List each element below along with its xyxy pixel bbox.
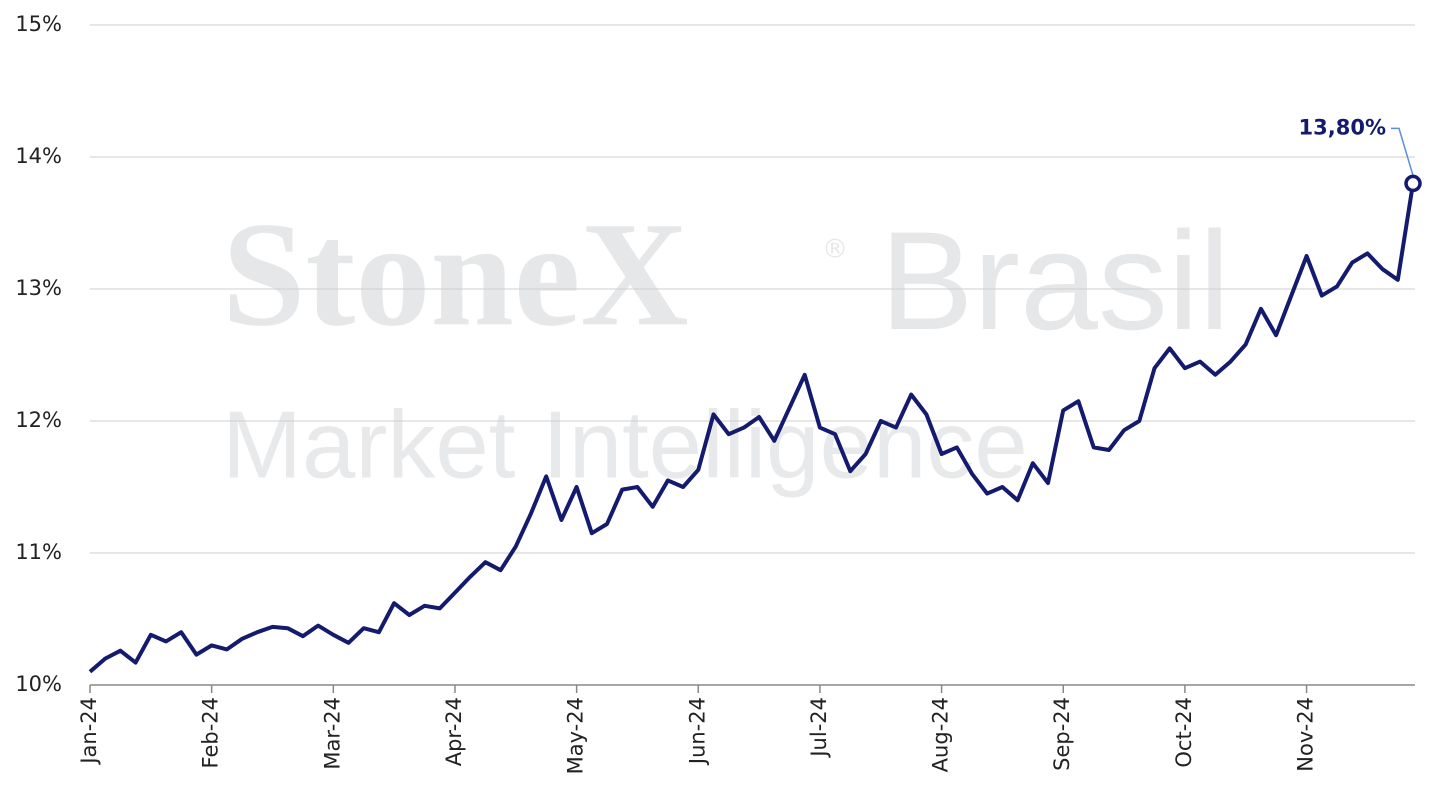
x-tick-label: Feb-24 bbox=[199, 697, 223, 768]
y-tick-label: 10% bbox=[15, 672, 62, 696]
value-label: 13,80% bbox=[1299, 115, 1386, 139]
watermark-brand: StoneX bbox=[222, 191, 689, 357]
x-tick-label: Apr-24 bbox=[442, 697, 466, 766]
x-tick-label: Jun-24 bbox=[685, 697, 709, 766]
x-tick-label: Oct-24 bbox=[1172, 697, 1196, 768]
x-tick-label: Jan-24 bbox=[77, 697, 101, 766]
line bbox=[88, 183, 1415, 674]
y-tick-label: 13% bbox=[15, 276, 62, 300]
y-tick-label: 15% bbox=[15, 12, 62, 36]
y-tick-label: 14% bbox=[15, 144, 62, 168]
x-tick-label: Sep-24 bbox=[1050, 697, 1074, 771]
x-tick-label: Aug-24 bbox=[929, 697, 953, 772]
x-tick-label: May-24 bbox=[564, 697, 588, 774]
x-tick-label: Jul-24 bbox=[807, 697, 831, 759]
y-tick-label: 12% bbox=[15, 408, 62, 432]
watermark-subtitle: Market Intelligence bbox=[222, 391, 1028, 498]
leader-line bbox=[1391, 127, 1414, 176]
watermark-name: Brasil bbox=[880, 202, 1230, 359]
watermark-mark: ® bbox=[822, 235, 848, 265]
point-marker bbox=[1404, 174, 1422, 193]
y-tick-label: 11% bbox=[15, 540, 62, 564]
x-tick-label: Nov-24 bbox=[1294, 697, 1318, 772]
x-tick-label: Mar-24 bbox=[320, 697, 344, 770]
